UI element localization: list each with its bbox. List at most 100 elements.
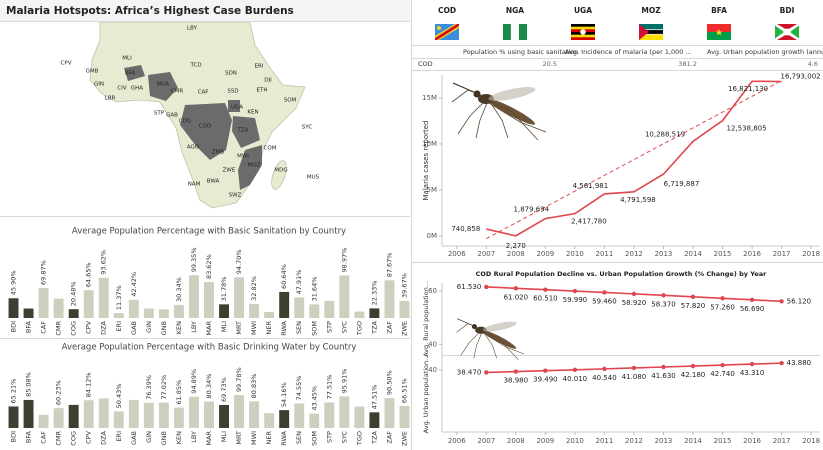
bar <box>324 402 335 428</box>
data-label: 4,561,981 <box>573 182 609 190</box>
x-tick-label: CAF <box>40 321 48 334</box>
chart-title: Average Population Percentage with Basic… <box>72 227 346 237</box>
data-label: 38.980 <box>504 377 529 385</box>
bar <box>309 304 320 318</box>
data-label: 87.67% <box>385 253 393 278</box>
map-label: MWI <box>237 154 249 160</box>
map-label: AGO <box>187 145 200 151</box>
bar <box>264 413 275 428</box>
data-label: 38.470 <box>457 368 482 376</box>
country-code: BFA <box>711 6 727 15</box>
bar <box>128 299 139 318</box>
x-tick-label: 2018 <box>802 250 820 258</box>
data-label: 43.310 <box>740 369 765 377</box>
x-tick-label: ZWE <box>400 431 408 446</box>
map-label: COD <box>199 124 211 130</box>
bar <box>38 414 49 428</box>
data-label: 65.21% <box>10 379 18 404</box>
data-point <box>602 290 607 295</box>
bar <box>219 404 229 428</box>
bar <box>369 412 380 428</box>
bar <box>53 408 64 428</box>
data-label: 16,821,130 <box>728 85 768 93</box>
data-label: 80.83% <box>250 374 258 399</box>
x-tick-label: DZA <box>100 320 108 334</box>
y-tick-label: 5M <box>427 186 438 194</box>
bar <box>68 309 79 318</box>
map-label: ETH <box>257 88 268 94</box>
bar <box>384 280 395 318</box>
data-point <box>690 363 696 369</box>
bar <box>264 311 275 318</box>
x-tick-label: 2014 <box>684 250 702 258</box>
x-tick-label: BDI <box>10 431 18 442</box>
map-label: SWZ <box>229 193 242 199</box>
map-label: LBR <box>105 96 116 102</box>
map-label: COG <box>179 119 191 125</box>
flag <box>775 24 799 40</box>
y-tick-label: 40 <box>428 340 437 348</box>
bar <box>354 311 365 318</box>
bar <box>204 282 214 318</box>
bar <box>219 304 229 318</box>
data-point <box>690 294 696 300</box>
map-label: NAM <box>188 182 201 188</box>
data-label: 16,793,002 <box>781 72 821 80</box>
bar <box>83 400 94 428</box>
x-tick-label: 2014 <box>684 437 702 445</box>
region-highlight <box>180 103 232 160</box>
data-label: 43.880 <box>787 359 812 367</box>
x-tick-label: CPV <box>85 430 93 443</box>
data-label: 90.50% <box>385 370 393 395</box>
data-label: 6,719,887 <box>664 180 700 188</box>
x-tick-label: CAF <box>40 431 48 444</box>
x-tick-label: 2006 <box>448 437 466 445</box>
bar <box>98 398 109 428</box>
x-tick-label: COG <box>70 431 78 446</box>
x-tick-label: 2015 <box>714 437 732 445</box>
chart-title: Average Population Percentage with Basic… <box>62 343 357 353</box>
map-label: NGA <box>157 82 169 88</box>
data-point <box>543 287 548 292</box>
bar <box>249 303 260 318</box>
map-label: TCD <box>189 63 201 69</box>
data-label: 56.690 <box>740 305 765 313</box>
data-point <box>513 286 519 291</box>
x-tick-label: KEN <box>175 321 183 334</box>
x-tick-label: GIN <box>145 321 153 333</box>
data-label: 10,288,519 <box>645 130 685 138</box>
country-code: UGA <box>574 6 592 15</box>
column-header: Population % using basic sanitation <box>463 48 578 56</box>
y-tick-label: 15M <box>422 94 437 102</box>
data-label: 31.64% <box>310 277 318 302</box>
x-tick-label: TZA <box>370 320 378 334</box>
data-label: 2,417,780 <box>571 218 607 226</box>
data-label: 41.630 <box>651 372 676 380</box>
bar <box>369 308 380 318</box>
x-tick-label: LBY <box>190 431 198 443</box>
x-tick-label: STP <box>325 431 333 443</box>
x-tick-label: DZA <box>100 430 108 444</box>
data-label: 42.42% <box>130 272 138 297</box>
region-highlight <box>124 65 145 81</box>
bar <box>8 406 19 428</box>
map-label: MUS <box>307 175 320 181</box>
data-label: 40.540 <box>592 374 617 382</box>
bar <box>294 403 305 428</box>
data-label: 85.08% <box>25 372 33 397</box>
bar <box>234 277 245 318</box>
data-label: 40.010 <box>563 375 588 383</box>
x-tick-label: BDI <box>10 321 18 332</box>
x-tick-label: RWA <box>280 320 288 335</box>
data-point <box>720 362 725 368</box>
x-tick-label: 2010 <box>566 437 584 445</box>
x-tick-label: ZAF <box>385 321 393 334</box>
bar <box>68 404 79 428</box>
map-label: CPV <box>61 61 72 67</box>
x-tick-label: COG <box>70 321 78 336</box>
data-label: 60.510 <box>533 295 558 303</box>
data-label: 31.78% <box>220 277 228 302</box>
data-label: 98.97% <box>340 248 348 273</box>
